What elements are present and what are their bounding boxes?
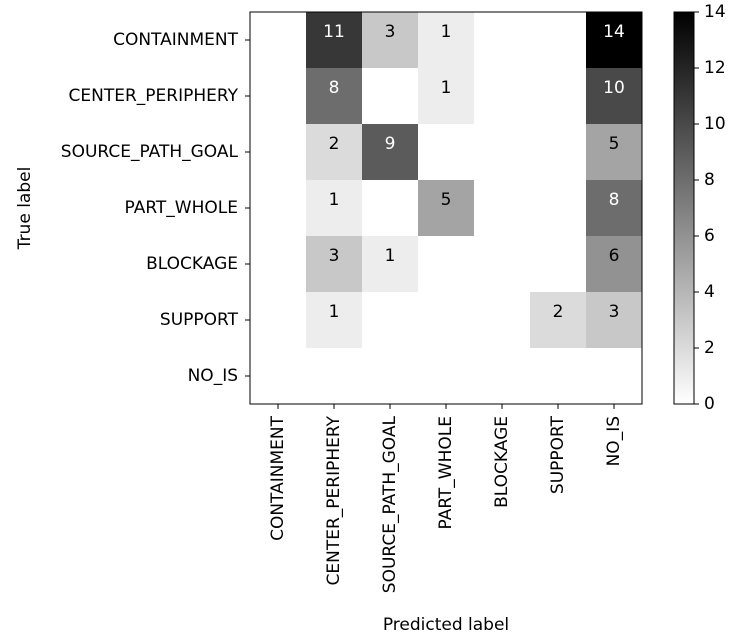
heatmap-cell — [586, 12, 642, 68]
heatmap-cell — [306, 68, 362, 124]
x-axis-label: Predicted label — [383, 615, 509, 635]
heatmap-cell — [586, 180, 642, 236]
y-tick-label: CONTAINMENT — [113, 30, 239, 50]
cell-value-label: 5 — [441, 190, 452, 210]
y-tick-label: PART_WHOLE — [125, 198, 238, 218]
x-axis: CONTAINMENT CENTER_PERIPHERY SOURCE_PATH_G… — [268, 404, 624, 593]
heatmap-cell — [474, 292, 530, 348]
heatmap-cells: 11 3 1 14 8 1 10 2 9 5 1 5 8 3 1 6 1 2 3 — [250, 12, 642, 404]
cell-value-label: 5 — [609, 134, 620, 154]
x-tick-label: SOURCE_PATH_GOAL — [380, 415, 400, 593]
heatmap-cell — [250, 292, 306, 348]
x-tick-label: SUPPORT — [548, 415, 568, 494]
heatmap-cell — [250, 180, 306, 236]
heatmap-cell — [306, 292, 362, 348]
heatmap-cell — [306, 236, 362, 292]
cell-value-label: 9 — [385, 134, 396, 154]
heatmap-cell — [530, 292, 586, 348]
heatmap-cell — [474, 68, 530, 124]
heatmap-cell — [418, 236, 474, 292]
colorbar-tick-label: 6 — [704, 226, 715, 246]
cell-value-label: 1 — [441, 78, 452, 98]
heatmap-cell — [586, 124, 642, 180]
cell-value-label: 1 — [441, 22, 452, 42]
heatmap-cell — [362, 180, 418, 236]
heatmap-cell — [530, 68, 586, 124]
cell-value-label: 3 — [329, 246, 340, 266]
heatmap-cell — [250, 12, 306, 68]
heatmap-cell — [306, 348, 362, 404]
y-tick-label: NO_IS — [188, 366, 238, 386]
heatmap-cell — [362, 12, 418, 68]
colorbar-tick-label: 10 — [704, 114, 726, 134]
heatmap-cell — [530, 348, 586, 404]
heatmap-cell — [306, 124, 362, 180]
x-tick-label: CONTAINMENT — [268, 415, 288, 541]
heatmap-cell — [250, 236, 306, 292]
colorbar-tick-label: 0 — [704, 394, 715, 414]
cell-value-label: 14 — [603, 22, 625, 42]
colorbar-tick-label: 4 — [704, 282, 715, 302]
colorbar-tick-label: 14 — [704, 2, 726, 22]
colorbar — [673, 11, 695, 405]
heatmap-cell — [530, 12, 586, 68]
heatmap-cell — [362, 68, 418, 124]
heatmap-cell — [306, 180, 362, 236]
y-axis: CONTAINMENT CENTER_PERIPHERY SOURCE_PATH_G… — [61, 30, 250, 386]
heatmap-cell — [418, 292, 474, 348]
x-tick-label: BLOCKAGE — [492, 416, 512, 508]
heatmap-cell — [362, 236, 418, 292]
cell-value-label: 10 — [603, 78, 625, 98]
heatmap-cell — [306, 12, 362, 68]
heatmap-cell — [418, 348, 474, 404]
heatmap-cell — [418, 124, 474, 180]
heatmap-cell — [474, 236, 530, 292]
x-tick-label: CENTER_PERIPHERY — [324, 415, 344, 585]
cell-value-label: 1 — [329, 302, 340, 322]
heatmap-cell — [530, 124, 586, 180]
x-tick-label: PART_WHOLE — [436, 416, 456, 529]
heatmap-cell — [250, 348, 306, 404]
colorbar-tick-label: 2 — [704, 338, 715, 358]
y-tick-label: SUPPORT — [160, 310, 239, 330]
colorbar-ticks: 0 2 4 6 8 10 12 14 — [694, 2, 726, 414]
heatmap-cell — [474, 180, 530, 236]
heatmap-cell — [586, 68, 642, 124]
y-tick-label: SOURCE_PATH_GOAL — [61, 142, 239, 162]
cell-value-label: 11 — [323, 22, 345, 42]
heatmap-cell — [362, 348, 418, 404]
heatmap-cell — [586, 292, 642, 348]
heatmap-cell — [250, 124, 306, 180]
cell-value-label: 8 — [329, 78, 340, 98]
cell-value-label: 8 — [609, 190, 620, 210]
cell-value-label: 1 — [385, 246, 396, 266]
heatmap-cell — [586, 348, 642, 404]
heatmap-cell — [530, 180, 586, 236]
cell-value-label: 2 — [553, 302, 564, 322]
cell-value-label: 6 — [609, 246, 620, 266]
heatmap-cell — [362, 124, 418, 180]
colorbar-tick-label: 12 — [704, 58, 726, 78]
heatmap-cell — [474, 124, 530, 180]
heatmap-cell — [418, 12, 474, 68]
heatmap-cell — [530, 236, 586, 292]
heatmap-cell — [362, 292, 418, 348]
heatmap-cell — [474, 12, 530, 68]
cell-value-label: 3 — [385, 22, 396, 42]
y-tick-label: BLOCKAGE — [146, 254, 238, 274]
colorbar-tick-label: 8 — [704, 170, 715, 190]
x-tick-label: NO_IS — [604, 416, 624, 466]
y-tick-label: CENTER_PERIPHERY — [69, 86, 239, 106]
heatmap-cell — [586, 236, 642, 292]
y-axis-label: True label — [15, 167, 35, 251]
cell-value-label: 3 — [609, 302, 620, 322]
heatmap-cell — [474, 348, 530, 404]
heatmap-cell — [418, 68, 474, 124]
cell-value-label: 1 — [329, 190, 340, 210]
heatmap-cell — [250, 68, 306, 124]
cell-value-label: 2 — [329, 134, 340, 154]
heatmap-cell — [418, 180, 474, 236]
